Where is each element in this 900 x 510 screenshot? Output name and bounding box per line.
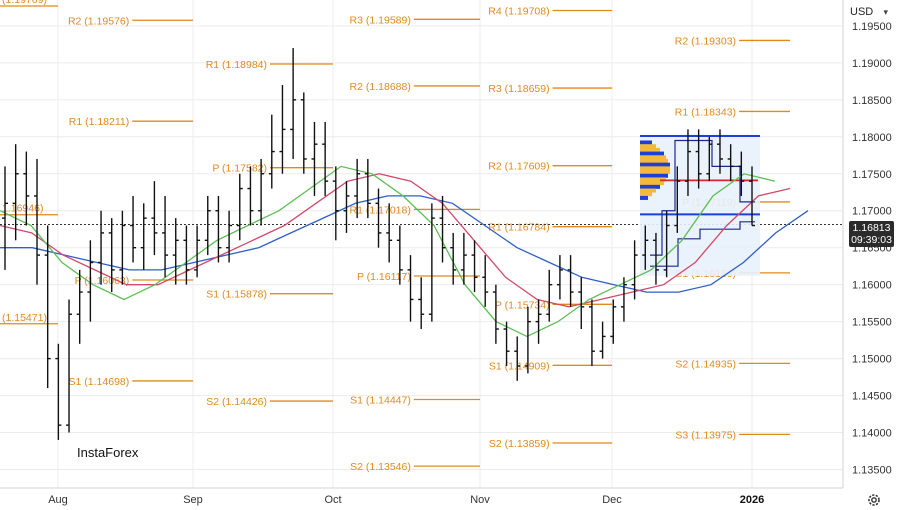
pivot-label: S1 (1.14698) bbox=[69, 376, 130, 388]
pivot-label: S2 (1.13546) bbox=[350, 461, 411, 473]
profile-bar bbox=[640, 184, 660, 189]
time-tick-label: Sep bbox=[183, 494, 203, 506]
profile-step-upper bbox=[650, 139, 755, 256]
profile-bar bbox=[640, 166, 670, 171]
pivot-label: (1.15471) bbox=[2, 312, 47, 324]
time-tick-label: Oct bbox=[324, 494, 341, 506]
profile-bar bbox=[640, 144, 656, 149]
ma-red-line bbox=[0, 173, 791, 308]
pivot-label: R1 (1.16784) bbox=[488, 222, 549, 234]
pivot-label: R1 (1.18343) bbox=[675, 106, 736, 118]
price-tick-label: 1.19000 bbox=[852, 58, 892, 70]
price-tick-label: 1.17000 bbox=[852, 206, 892, 218]
pivot-label: R1 (1.18211) bbox=[69, 116, 130, 128]
price-tick-label: 1.14500 bbox=[852, 391, 892, 403]
profile-bar bbox=[640, 162, 670, 167]
pivot-levels: R2 (1.19576) R1 (1.18211) P (1.16063) S1 (1… bbox=[0, 0, 843, 473]
profile-bar bbox=[640, 188, 656, 193]
profile-bar bbox=[640, 181, 664, 186]
pivot-label: R3 (1.18659) bbox=[488, 83, 549, 95]
pivot-label: R1 (1.18984) bbox=[206, 59, 267, 71]
price-tick-label: 1.16000 bbox=[852, 280, 892, 292]
profile-bar bbox=[640, 147, 660, 152]
profile-bar bbox=[640, 173, 668, 178]
pivot-label: P (1.17582) bbox=[212, 163, 267, 175]
time-axis[interactable]: Aug Sep Oct Nov Dec 2026 bbox=[0, 487, 843, 506]
pivot-label: S2 (1.14426) bbox=[206, 396, 267, 408]
chevron-down-icon: ▾ bbox=[883, 7, 888, 17]
pivot-label: R2 (1.17609) bbox=[488, 161, 549, 173]
profile-bar bbox=[640, 170, 670, 175]
pivot-label: P (1.16117) bbox=[357, 271, 411, 283]
pivot-label: P (1.15734) bbox=[495, 299, 550, 311]
profile-bar bbox=[640, 151, 664, 156]
pivot-label: (1.19769) bbox=[2, 0, 47, 6]
pivot-label: R2 (1.18688) bbox=[350, 81, 411, 93]
pivot-label: S1 (1.14447) bbox=[350, 394, 411, 406]
pivot-label: R1 (1.17018) bbox=[350, 204, 411, 216]
pivot-label: 1.16946) bbox=[2, 203, 43, 215]
current-price-value: 1.16813 bbox=[852, 222, 891, 234]
time-tick-label: Nov bbox=[470, 494, 490, 506]
pivot-label: P (1.16063) bbox=[75, 275, 130, 287]
pivot-label: R2 (1.19576) bbox=[68, 15, 129, 27]
ma-blue-line bbox=[0, 195, 809, 293]
current-price-tag: 1.16813 09:39:03 bbox=[849, 221, 894, 247]
price-tick-label: 1.17500 bbox=[852, 169, 892, 181]
time-tick-label: 2026 bbox=[740, 494, 764, 506]
price-tick-label: 1.18000 bbox=[852, 132, 892, 144]
profile-bar bbox=[640, 195, 648, 200]
price-tick-label: 1.13500 bbox=[852, 465, 892, 477]
time-tick-label: Dec bbox=[602, 494, 622, 506]
price-tick-label: 1.14000 bbox=[852, 428, 892, 440]
pivot-label: S3 (1.13975) bbox=[675, 429, 736, 441]
price-tick-label: 1.18500 bbox=[852, 95, 892, 107]
brand-logo: InstaForex bbox=[75, 444, 141, 461]
volume-profile bbox=[640, 134, 760, 276]
price-tick-label: 1.19500 bbox=[852, 21, 892, 33]
profile-bar bbox=[640, 192, 652, 197]
price-tick-label: 1.15000 bbox=[852, 354, 892, 366]
pivot-label: R2 (1.19303) bbox=[675, 35, 736, 47]
profile-bar bbox=[640, 177, 666, 182]
currency-label: USD bbox=[850, 6, 874, 18]
profile-step-lower bbox=[650, 221, 755, 267]
pivot-label: R3 (1.19589) bbox=[350, 14, 411, 26]
candles bbox=[2, 48, 755, 440]
bar-countdown: 09:39:03 bbox=[851, 234, 892, 246]
price-tick-label: 1.15500 bbox=[852, 317, 892, 329]
pivot-label: S2 (1.13859) bbox=[489, 438, 550, 450]
pivot-label: S2 (1.14935) bbox=[675, 358, 736, 370]
time-tick-label: Aug bbox=[48, 494, 68, 506]
pivot-label: R4 (1.19708) bbox=[488, 5, 549, 17]
moving-averages bbox=[0, 165, 809, 338]
pivot-label: S1 (1.15878) bbox=[206, 289, 267, 301]
ma-green-line bbox=[0, 165, 776, 338]
profile-bar bbox=[640, 158, 668, 163]
price-axis[interactable]: 1.13500 1.14000 1.14500 1.15000 1.15500 1.160… bbox=[842, 0, 892, 488]
gear-icon[interactable] bbox=[866, 492, 882, 508]
currency-selector[interactable]: USD ▾ bbox=[846, 3, 892, 21]
profile-bar bbox=[640, 140, 652, 145]
profile-bar bbox=[640, 155, 666, 160]
